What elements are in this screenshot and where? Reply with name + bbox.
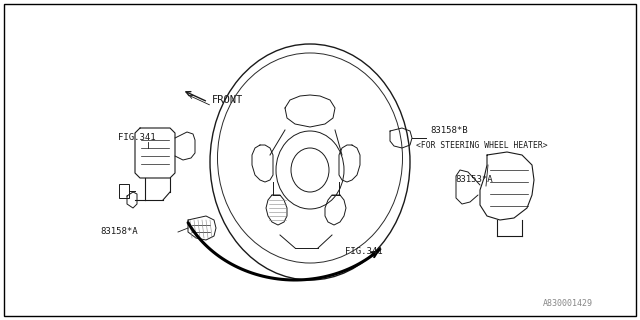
- Text: A830001429: A830001429: [543, 299, 593, 308]
- Text: FRONT: FRONT: [212, 95, 243, 105]
- Text: 83158*A: 83158*A: [100, 227, 138, 236]
- Text: 83158*B: 83158*B: [430, 126, 468, 135]
- Text: 83153*A: 83153*A: [455, 175, 493, 184]
- Bar: [119, 184, 129, 198]
- Text: <FOR STEERING WHEEL HEATER>: <FOR STEERING WHEEL HEATER>: [416, 141, 548, 150]
- Text: FIG.341: FIG.341: [118, 133, 156, 142]
- Text: FIG.341: FIG.341: [345, 247, 383, 256]
